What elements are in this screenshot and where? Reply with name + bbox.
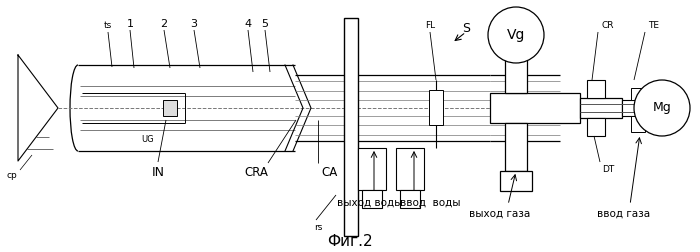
Text: выход воды: выход воды	[337, 198, 402, 208]
Bar	[500, 171, 532, 191]
Bar	[587, 80, 605, 98]
Bar	[396, 148, 424, 190]
Text: выход газа: выход газа	[470, 209, 531, 219]
Bar	[505, 123, 527, 171]
Text: 4: 4	[244, 19, 251, 29]
Circle shape	[634, 80, 690, 136]
Text: TE: TE	[648, 21, 659, 30]
Text: ts: ts	[104, 21, 112, 30]
Bar	[622, 100, 647, 116]
Text: FL: FL	[425, 21, 435, 30]
Text: IN: IN	[151, 166, 164, 178]
Bar	[163, 100, 177, 116]
Text: CR: CR	[602, 21, 615, 30]
Bar	[580, 98, 622, 118]
Text: 5: 5	[262, 19, 269, 29]
Bar	[631, 116, 645, 132]
Text: S: S	[462, 21, 470, 35]
Text: CRA: CRA	[244, 166, 268, 178]
Text: 3: 3	[190, 19, 197, 29]
Text: Фиг.2: Фиг.2	[327, 235, 373, 249]
Bar	[631, 88, 645, 100]
Polygon shape	[18, 55, 58, 161]
Text: ввод  воды: ввод воды	[400, 198, 461, 208]
Text: DT: DT	[602, 166, 614, 174]
Bar	[358, 148, 386, 190]
Text: 1: 1	[127, 19, 134, 29]
Bar	[490, 93, 580, 123]
Bar	[587, 118, 605, 136]
Bar	[505, 55, 527, 93]
Bar	[362, 190, 382, 208]
Circle shape	[488, 7, 544, 63]
Text: Vg: Vg	[507, 28, 525, 42]
Text: Mg: Mg	[652, 102, 671, 114]
Text: rs: rs	[314, 223, 322, 232]
Text: UG: UG	[141, 136, 154, 144]
Text: ввод газа: ввод газа	[597, 209, 650, 219]
Text: CA: CA	[322, 166, 338, 178]
Bar	[429, 90, 443, 125]
Text: 2: 2	[160, 19, 167, 29]
Bar	[344, 18, 358, 236]
Text: cp: cp	[6, 171, 18, 179]
Bar	[400, 190, 420, 208]
